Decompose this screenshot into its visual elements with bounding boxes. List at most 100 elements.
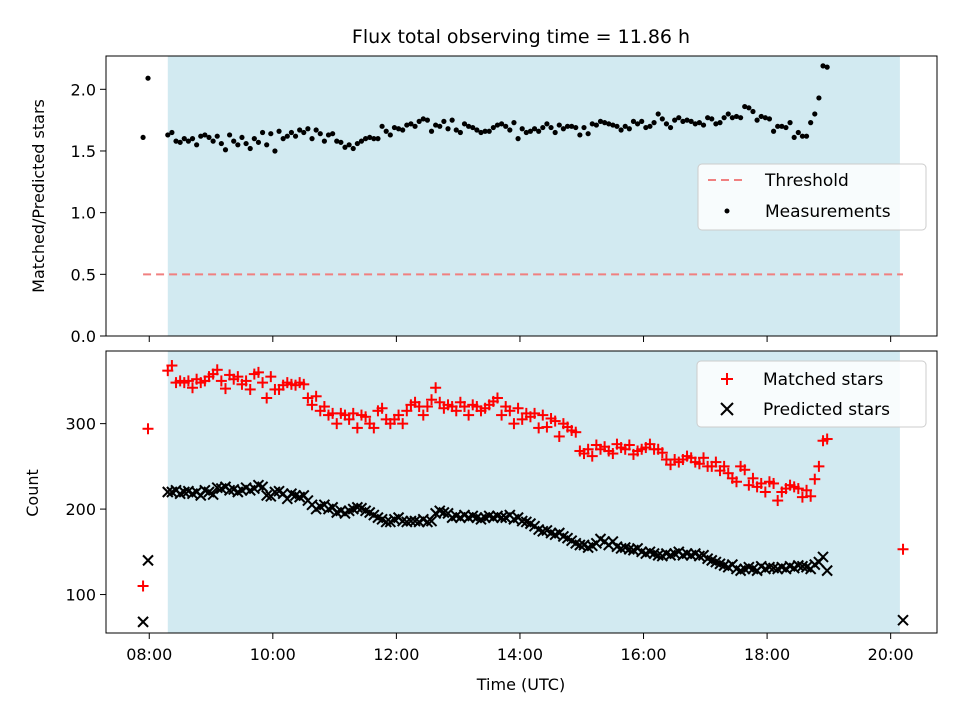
measurement-point	[507, 127, 513, 133]
measurement-point	[705, 115, 711, 121]
matched-star-point	[393, 409, 405, 421]
measurement-point	[165, 132, 171, 138]
x-tick-label: 10:00	[250, 645, 296, 664]
measurement-point	[264, 142, 270, 148]
measurement-point	[387, 132, 393, 138]
matched-star-point	[265, 371, 277, 383]
measurement-point	[808, 120, 814, 126]
measurement-point	[820, 63, 826, 69]
matched-star-point	[537, 409, 549, 421]
legend-box-top	[697, 163, 927, 231]
measurement-point	[692, 121, 698, 127]
measurement-point	[527, 128, 534, 134]
measurement-point	[556, 122, 562, 128]
y-tick-label: 1.5	[71, 142, 96, 161]
measurement-point	[634, 121, 641, 127]
measurement-point	[317, 131, 323, 137]
measurement-point	[185, 138, 191, 144]
measurement-point	[700, 122, 707, 128]
x-axis-ticks-top	[148, 336, 892, 342]
matched-star-point	[607, 448, 619, 460]
matched-star-point	[240, 375, 252, 387]
measurement-point	[346, 142, 352, 148]
predicted-stars-points	[137, 479, 909, 628]
measurement-point	[787, 120, 793, 126]
measurement-point	[243, 140, 249, 147]
predicted-star-point	[396, 515, 409, 527]
matched-star-point	[541, 421, 553, 433]
measurement-point	[589, 121, 595, 127]
measurement-point	[358, 138, 365, 144]
measurement-point	[498, 121, 505, 127]
matched-star-point	[768, 477, 780, 489]
matched-star-point	[302, 392, 314, 404]
matched-star-point	[166, 360, 178, 372]
measurement-point	[630, 118, 637, 124]
matched-star-point	[360, 411, 372, 423]
matched-star-point	[743, 479, 755, 491]
predicted-star-point	[817, 551, 829, 563]
measurement-point	[400, 127, 406, 133]
measurement-point	[222, 147, 229, 153]
measurement-point	[511, 120, 517, 126]
matched-star-point	[215, 375, 227, 387]
measurement-point	[466, 123, 472, 129]
measurement-point	[729, 115, 735, 121]
y-tick-label: 300	[65, 415, 96, 434]
measurement-point	[779, 123, 785, 129]
measurement-point	[313, 127, 319, 133]
matched-star-point	[772, 495, 784, 507]
matched-star-point	[739, 464, 751, 476]
measurement-point	[371, 136, 377, 142]
measurement-point	[280, 136, 286, 142]
measurement-point	[597, 118, 604, 124]
measurement-point	[305, 126, 311, 132]
measurement-point	[334, 138, 340, 144]
matched-star-point	[693, 458, 705, 470]
measurement-point	[622, 123, 628, 129]
measurement-point	[713, 121, 719, 127]
measurement-point	[651, 120, 657, 126]
measurement-point	[519, 126, 525, 132]
matched-star-point	[450, 405, 462, 417]
plot-frame-bottom	[105, 350, 938, 634]
matched-star-point	[261, 392, 273, 404]
x-tick-label: 20:00	[868, 645, 914, 664]
predicted-star-point	[796, 560, 809, 573]
measurement-point	[474, 127, 480, 133]
measurement-point	[338, 139, 344, 145]
measurement-point	[445, 126, 451, 132]
legend-predicted-label: Predicted stars	[763, 400, 890, 420]
measurement-point	[758, 113, 764, 120]
legend-bottom: Matched stars Predicted stars	[696, 360, 927, 428]
measurement-point	[449, 117, 455, 123]
measurement-point	[202, 132, 208, 138]
measurement-point	[655, 111, 661, 117]
matched-star-point	[496, 409, 508, 421]
measurement-point	[791, 134, 797, 141]
legend-top: Threshold Measurements	[697, 163, 927, 231]
measurement-point	[548, 124, 554, 131]
matched-star-point	[137, 580, 149, 592]
legend-measurements-swatch	[724, 208, 730, 214]
measurement-point	[721, 115, 727, 121]
panel-counts: 100 200 300 08:00 10:00 12:00 14:00 16:00 18:00…	[23, 350, 938, 694]
measurement-point	[602, 120, 608, 126]
legend-predicted-swatch	[720, 402, 734, 416]
measurement-point	[251, 136, 257, 142]
measurement-point	[354, 140, 360, 147]
matched-star-point	[219, 383, 231, 395]
matched-star-point	[623, 439, 635, 451]
measurement-point	[395, 126, 402, 132]
measurement-point	[350, 145, 356, 152]
predicted-star-point	[897, 614, 909, 626]
predicted-star-point	[574, 539, 586, 551]
matched-star-point	[458, 401, 470, 413]
legend-matched-label: Matched stars	[763, 370, 883, 390]
predicted-star-point	[256, 481, 269, 493]
measurement-point	[536, 128, 542, 134]
measurement-point	[342, 144, 348, 150]
measurement-point	[803, 133, 810, 139]
measurement-point	[433, 122, 439, 128]
matched-stars-points	[137, 360, 909, 592]
